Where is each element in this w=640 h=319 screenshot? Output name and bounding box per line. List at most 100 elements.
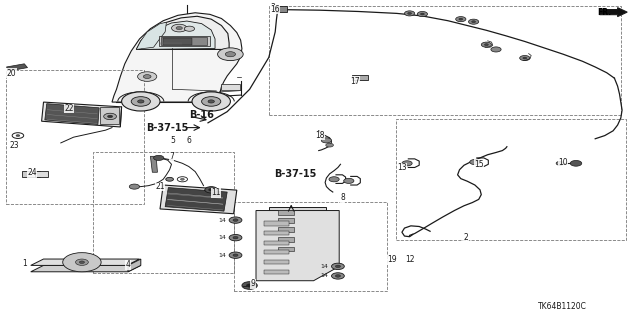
Text: FR.: FR. <box>597 8 611 17</box>
Text: 19: 19 <box>387 256 397 264</box>
Circle shape <box>229 252 242 258</box>
Text: 4: 4 <box>125 260 131 269</box>
Text: 15: 15 <box>474 160 484 169</box>
Bar <box>22 171 40 177</box>
Text: 11: 11 <box>212 189 221 197</box>
Text: 21: 21 <box>156 182 164 191</box>
Text: 22: 22 <box>65 104 74 113</box>
Bar <box>100 107 119 124</box>
Circle shape <box>472 21 476 23</box>
Text: 14: 14 <box>321 273 328 278</box>
Circle shape <box>481 42 492 47</box>
Circle shape <box>335 275 340 277</box>
Text: 1: 1 <box>22 259 27 268</box>
Circle shape <box>233 236 238 239</box>
Circle shape <box>225 52 236 57</box>
Text: 7: 7 <box>169 152 174 161</box>
Bar <box>275 6 287 12</box>
Bar <box>93 152 234 273</box>
Circle shape <box>138 72 157 81</box>
Circle shape <box>468 19 479 24</box>
Circle shape <box>335 265 340 268</box>
Polygon shape <box>165 188 227 211</box>
Text: 18: 18 <box>316 131 324 140</box>
Circle shape <box>520 56 530 61</box>
Text: 14: 14 <box>218 235 226 240</box>
Circle shape <box>192 92 230 111</box>
Bar <box>269 6 621 115</box>
Bar <box>278 210 294 215</box>
Circle shape <box>166 177 173 181</box>
Circle shape <box>523 57 527 59</box>
Bar <box>264 270 289 274</box>
Circle shape <box>321 138 332 143</box>
Bar <box>278 247 294 251</box>
Bar <box>221 84 240 90</box>
Circle shape <box>205 187 218 193</box>
Circle shape <box>470 160 480 165</box>
Text: 14: 14 <box>218 218 226 223</box>
Text: 23: 23 <box>9 141 19 150</box>
Bar <box>163 38 192 45</box>
Circle shape <box>344 178 354 183</box>
Bar <box>35 171 48 177</box>
Circle shape <box>556 161 564 165</box>
Circle shape <box>176 26 182 30</box>
Circle shape <box>218 48 243 61</box>
Circle shape <box>131 97 150 106</box>
Circle shape <box>233 219 238 221</box>
Circle shape <box>16 135 20 137</box>
Circle shape <box>329 177 339 182</box>
Circle shape <box>404 11 415 16</box>
Text: 14: 14 <box>321 264 328 269</box>
Circle shape <box>129 184 140 189</box>
Bar <box>278 237 294 242</box>
Circle shape <box>104 113 116 120</box>
Circle shape <box>122 92 160 111</box>
Polygon shape <box>31 265 141 272</box>
Circle shape <box>79 261 84 263</box>
Circle shape <box>143 75 151 78</box>
Text: 14: 14 <box>218 253 226 258</box>
Circle shape <box>209 189 214 191</box>
Text: 24: 24 <box>27 168 37 177</box>
Polygon shape <box>42 102 122 127</box>
Circle shape <box>229 234 242 241</box>
Circle shape <box>570 160 582 166</box>
Polygon shape <box>160 185 237 214</box>
Polygon shape <box>256 211 339 281</box>
Text: 13: 13 <box>397 163 407 172</box>
Text: 3: 3 <box>271 4 276 12</box>
Bar <box>264 260 289 264</box>
Text: TK64B1120C: TK64B1120C <box>538 302 586 311</box>
Text: 10: 10 <box>558 158 568 167</box>
Text: 16: 16 <box>270 5 280 14</box>
Circle shape <box>76 259 88 265</box>
Bar <box>161 37 207 45</box>
Text: B-16: B-16 <box>189 110 214 121</box>
Circle shape <box>408 12 412 14</box>
Text: 2: 2 <box>463 233 468 242</box>
Bar <box>396 119 626 240</box>
Bar <box>278 218 294 223</box>
Circle shape <box>229 217 242 223</box>
Text: 17: 17 <box>350 77 360 86</box>
Circle shape <box>208 100 214 103</box>
Circle shape <box>63 253 101 272</box>
Circle shape <box>420 13 424 15</box>
Text: B-37-15: B-37-15 <box>146 122 188 133</box>
Circle shape <box>459 18 463 20</box>
Polygon shape <box>136 16 229 49</box>
Text: 6: 6 <box>186 136 191 145</box>
Circle shape <box>326 143 333 147</box>
Circle shape <box>456 17 466 22</box>
Polygon shape <box>141 21 215 49</box>
Circle shape <box>491 47 501 52</box>
Polygon shape <box>600 8 627 17</box>
Polygon shape <box>45 104 99 124</box>
Bar <box>264 221 289 226</box>
Circle shape <box>154 155 164 160</box>
Circle shape <box>417 11 428 17</box>
Polygon shape <box>6 64 28 71</box>
Polygon shape <box>128 259 141 272</box>
